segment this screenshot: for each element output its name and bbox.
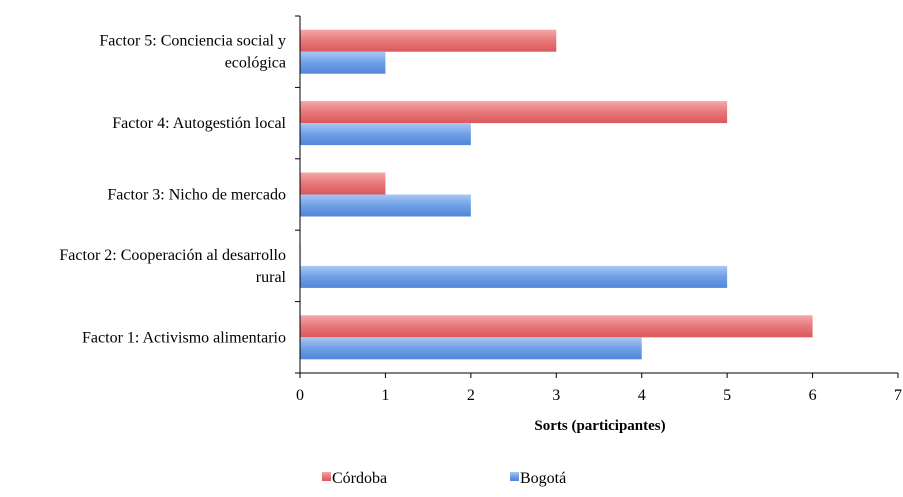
legend-label-bogota: Bogotá (520, 470, 566, 487)
bar-cordoba-factor-5 (300, 29, 557, 52)
legend: Córdoba Bogotá (322, 470, 566, 487)
x-tick-label-0: 0 (296, 387, 304, 404)
bar-cordoba-factor-4 (300, 101, 728, 124)
x-tick-label-6: 6 (809, 387, 817, 404)
legend-swatch-cordoba (322, 472, 331, 481)
bar-bogota-factor-3 (300, 194, 471, 217)
category-label-factor-3: Factor 3: Nicho de mercado (107, 187, 286, 204)
bar-bogota-factor-4 (300, 123, 471, 146)
bars-group (300, 29, 813, 360)
category-label-factor-4: Factor 4: Autogestión local (112, 115, 286, 132)
bar-bogota-factor-5 (300, 51, 386, 74)
bar-bogota-factor-1 (300, 337, 642, 360)
x-tick-label-4: 4 (638, 387, 646, 404)
x-tick-label-1: 1 (381, 387, 389, 404)
category-label-factor-2-line-1: Factor 2: Cooperación al desarrollo (59, 247, 286, 264)
x-tick-label-7: 7 (894, 387, 902, 404)
category-labels: Factor 1: Activismo alimentario Factor 2:… (59, 33, 286, 347)
axes-group (295, 15, 899, 378)
x-axis-title: Sorts (participantes) (534, 418, 665, 434)
category-label-factor-1: Factor 1: Activismo alimentario (82, 329, 286, 346)
x-tick-label-5: 5 (723, 387, 731, 404)
bar-bogota-factor-2 (300, 265, 728, 288)
legend-swatch-bogota (510, 472, 519, 481)
x-tick-labels: 0 1 2 3 4 5 6 7 (296, 387, 902, 404)
x-tick-label-3: 3 (552, 387, 560, 404)
category-label-factor-2-line-2: rural (256, 269, 287, 286)
x-tick-label-2: 2 (467, 387, 475, 404)
bar-cordoba-factor-3 (300, 172, 386, 195)
category-label-factor-5-line-2: ecológica (225, 55, 286, 72)
bar-cordoba-factor-1 (300, 315, 813, 338)
category-label-factor-5-line-1: Factor 5: Conciencia social y (99, 33, 286, 50)
legend-label-cordoba: Córdoba (332, 470, 387, 487)
